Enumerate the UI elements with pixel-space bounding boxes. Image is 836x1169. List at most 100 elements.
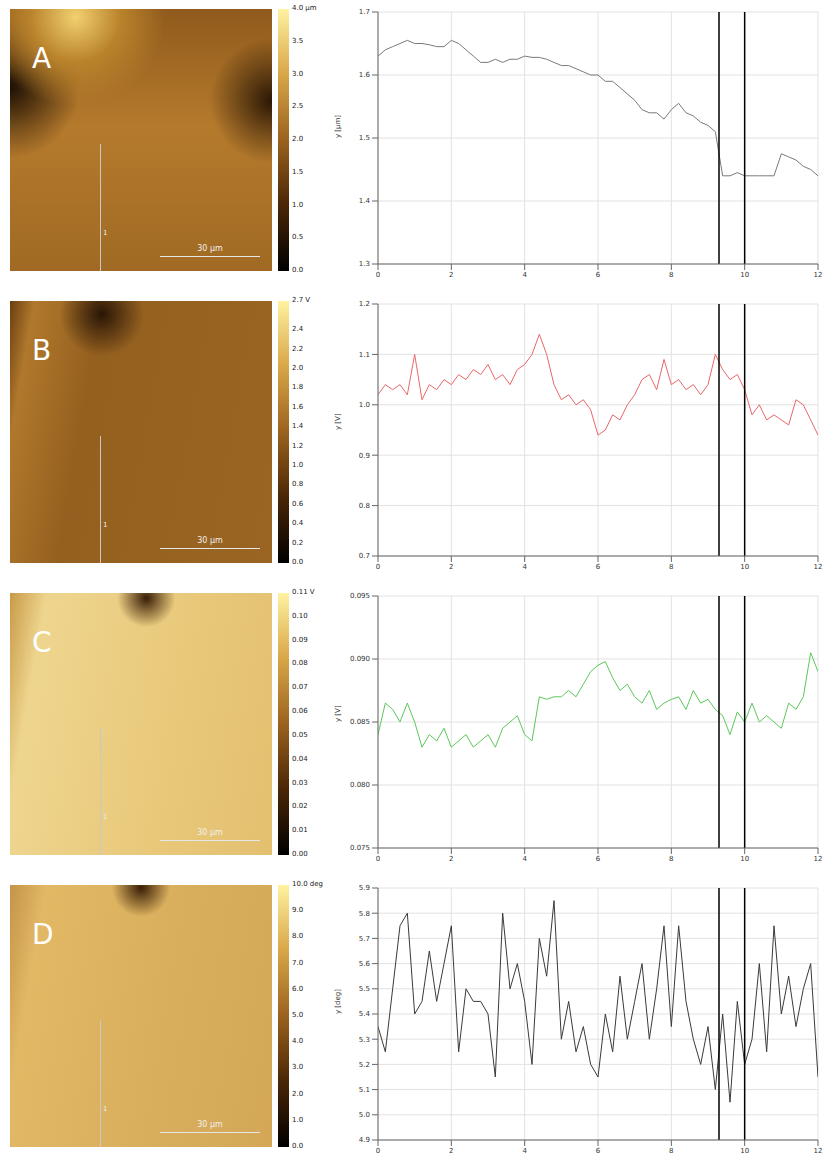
html-text:6.0: 6.0 (292, 984, 304, 993)
html-text:30 µm: 30 µm (197, 1120, 223, 1129)
html-text:1.6: 1.6 (292, 402, 304, 411)
svg-text:1.6: 1.6 (359, 71, 371, 79)
html-text:0.02: 0.02 (292, 802, 308, 811)
svg-text:0.8: 0.8 (359, 502, 370, 510)
svg-text:5.5: 5.5 (359, 985, 370, 993)
svg-text:8: 8 (669, 1147, 673, 1155)
svg-text:0.085: 0.085 (350, 718, 370, 726)
html-text:D: D (32, 918, 54, 951)
svg-text:y [V]: y [V] (334, 705, 342, 722)
svg-text:8: 8 (669, 271, 673, 279)
html-text:1.8: 1.8 (292, 383, 304, 392)
svg-text:6: 6 (596, 563, 601, 571)
svg-text:1.7: 1.7 (359, 8, 370, 16)
html-text:3.5: 3.5 (292, 36, 304, 45)
svg-text:6: 6 (596, 271, 601, 279)
svg-text:10: 10 (740, 563, 749, 571)
svg-text:0.090: 0.090 (350, 655, 370, 663)
html-text:0.01: 0.01 (292, 826, 308, 835)
svg-text:1.5: 1.5 (359, 134, 370, 142)
svg-text:1.1: 1.1 (359, 351, 370, 359)
svg-text:2: 2 (449, 271, 453, 279)
svg-text:12: 12 (814, 855, 823, 863)
svg-text:0.075: 0.075 (350, 844, 370, 852)
svg-text:1.3: 1.3 (359, 260, 370, 268)
html-text:0.5: 0.5 (292, 233, 304, 242)
svg-text:12: 12 (814, 271, 823, 279)
html-text:3.0: 3.0 (292, 69, 304, 78)
svg-text:1.2: 1.2 (359, 300, 370, 308)
html-text:7.0: 7.0 (292, 958, 304, 967)
svg-text:10: 10 (740, 855, 749, 863)
svg-text:4: 4 (522, 271, 527, 279)
svg-text:5.2: 5.2 (359, 1061, 370, 1069)
html-text:B: B (32, 334, 52, 367)
svg-text:0: 0 (376, 1147, 380, 1155)
html-text:0.06: 0.06 (292, 707, 308, 716)
svg-text:y [deg]: y [deg] (334, 989, 342, 1014)
svg-text:2: 2 (449, 1147, 453, 1155)
svg-text:5.0: 5.0 (359, 1111, 370, 1119)
svg-text:y [V]: y [V] (334, 413, 342, 430)
svg-text:0: 0 (376, 855, 380, 863)
svg-text:1.4: 1.4 (359, 197, 371, 205)
svg-text:y [µm]: y [µm] (334, 115, 342, 138)
html-text:2.4: 2.4 (292, 325, 304, 334)
html-text:2.2: 2.2 (292, 344, 304, 353)
svg-text:5.8: 5.8 (359, 910, 370, 918)
html-text:3.0: 3.0 (292, 1063, 304, 1072)
html-text:2.5: 2.5 (292, 102, 304, 111)
svg-text:2: 2 (449, 855, 453, 863)
svg-text:4: 4 (522, 1147, 527, 1155)
html-text:0.09: 0.09 (292, 635, 308, 644)
html-text:0.8: 0.8 (292, 480, 304, 489)
svg-text:0.9: 0.9 (359, 452, 370, 460)
html-text:1.2: 1.2 (292, 441, 304, 450)
svg-text:6: 6 (596, 1147, 601, 1155)
svg-text:4: 4 (522, 855, 527, 863)
svg-text:1.0: 1.0 (359, 401, 370, 409)
svg-text:5.7: 5.7 (359, 935, 370, 943)
svg-text:8: 8 (669, 855, 673, 863)
html-text:A: A (32, 42, 52, 75)
html-text:0.07: 0.07 (292, 683, 308, 692)
html-text:30 µm: 30 µm (197, 536, 223, 545)
svg-text:12: 12 (814, 563, 823, 571)
html-text:0.4: 0.4 (292, 519, 304, 528)
svg-text:8: 8 (669, 563, 673, 571)
html-text:4.0: 4.0 (292, 1037, 304, 1046)
svg-text:5.3: 5.3 (359, 1036, 370, 1044)
svg-text:6: 6 (596, 855, 601, 863)
svg-text:0.7: 0.7 (359, 552, 370, 560)
svg-text:10: 10 (740, 1147, 749, 1155)
html-text:2.0: 2.0 (292, 363, 304, 372)
svg-text:0.095: 0.095 (350, 592, 370, 600)
html-text:0.08: 0.08 (292, 659, 308, 668)
html-text:0.04: 0.04 (292, 754, 308, 763)
html-text:30 µm: 30 µm (197, 244, 223, 253)
svg-text:0: 0 (376, 563, 380, 571)
svg-text:5.4: 5.4 (359, 1010, 371, 1018)
svg-text:10: 10 (740, 271, 749, 279)
svg-text:0.080: 0.080 (350, 781, 370, 789)
svg-text:12: 12 (814, 1147, 823, 1155)
svg-text:5.9: 5.9 (359, 884, 370, 892)
svg-text:5.6: 5.6 (359, 960, 371, 968)
html-text:1.5: 1.5 (292, 167, 304, 176)
html-text:1.4: 1.4 (292, 422, 304, 431)
html-text:9.0: 9.0 (292, 906, 304, 915)
svg-text:2: 2 (449, 563, 453, 571)
svg-text:4: 4 (522, 563, 527, 571)
html-text:8.0: 8.0 (292, 932, 304, 941)
html-text:C: C (32, 626, 52, 659)
html-text:1.0: 1.0 (292, 200, 304, 209)
html-text:0.6: 0.6 (292, 499, 304, 508)
html-text:0.10: 0.10 (292, 611, 308, 620)
html-text:0.2: 0.2 (292, 538, 304, 547)
html-text:0.05: 0.05 (292, 730, 308, 739)
svg-text:4.9: 4.9 (359, 1136, 370, 1144)
html-text:30 µm: 30 µm (197, 828, 223, 837)
svg-text:5.1: 5.1 (359, 1086, 370, 1094)
html-text:0.03: 0.03 (292, 778, 308, 787)
svg-text:0: 0 (376, 271, 380, 279)
